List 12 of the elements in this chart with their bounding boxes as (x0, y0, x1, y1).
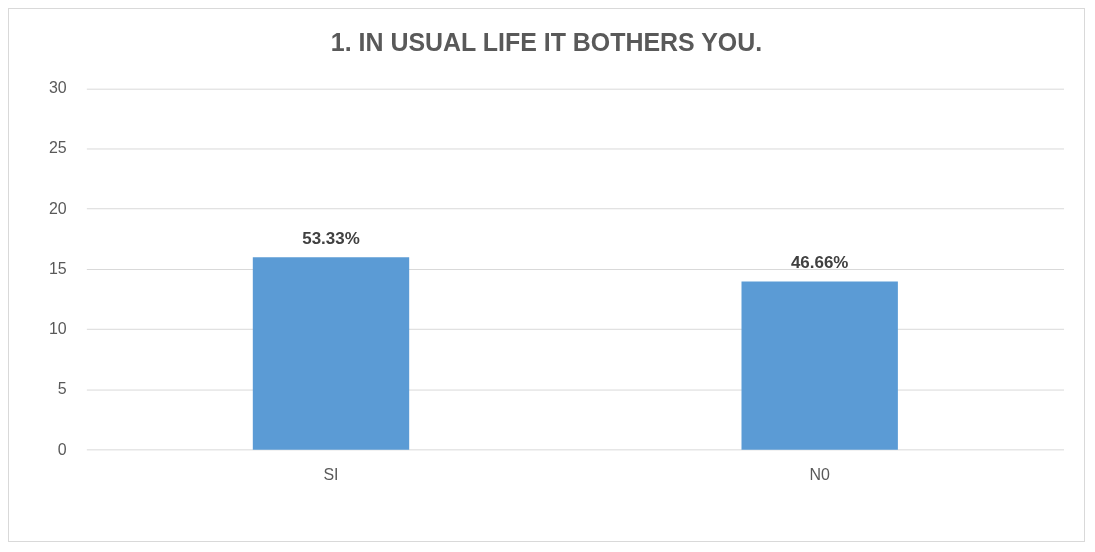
y-tick-label: 20 (48, 199, 67, 217)
annotation: 46.66% (790, 252, 849, 272)
x-tick-label: N0 (809, 466, 831, 484)
y-tick-label: 15 (48, 259, 67, 277)
y-tick-label: 10 (48, 320, 67, 338)
chart-title: 1. IN USUAL LIFE IT BOTHERS YOU. (330, 27, 763, 56)
y-tick-label: 30 (48, 79, 67, 97)
x-tick-label: SI (323, 466, 339, 484)
annotation: 53.33% (302, 228, 360, 248)
y-tick-label: 25 (48, 139, 67, 157)
y-tick-label: 5 (57, 380, 67, 398)
y-tick-label: 0 (57, 440, 67, 458)
